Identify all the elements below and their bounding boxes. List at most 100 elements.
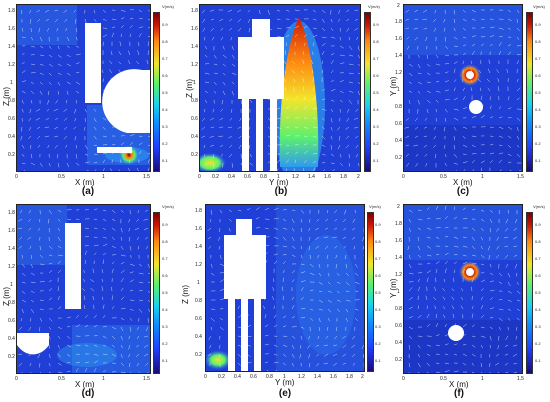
velocity-vector [339,117,341,122]
velocity-vector [504,371,509,373]
velocity-vector [496,245,500,250]
panel-b-xtick: 0.4 [228,174,235,180]
velocity-vector [323,362,329,365]
velocity-vector [282,295,284,301]
velocity-vector [204,45,208,50]
velocity-vector [498,308,504,311]
velocity-vector [426,54,429,59]
velocity-vector [444,323,447,328]
velocity-vector [255,353,261,355]
velocity-vector [303,34,308,38]
panel-c-cbar-tick: 0.2 [535,141,541,146]
velocity-vector [84,361,90,364]
velocity-vector [489,263,492,268]
velocity-vector [302,51,305,56]
velocity-vector [273,324,278,328]
velocity-vector [258,59,262,65]
velocity-vector [75,27,78,33]
velocity-vector [45,117,50,121]
velocity-vector [273,207,279,211]
velocity-vector [339,153,342,158]
velocity-vector [229,144,233,148]
velocity-vector [18,218,23,222]
velocity-vector [284,50,287,56]
velocity-vector [291,296,295,301]
velocity-vector [74,296,77,301]
velocity-vector [35,108,41,112]
velocity-vector [264,334,269,337]
velocity-vector [471,144,476,148]
velocity-vector [17,335,23,339]
velocity-vector [354,272,359,276]
panel-c-field [404,5,522,171]
panel-f-cbar-tick: 0.2 [535,341,541,346]
velocity-vector [453,79,457,83]
velocity-vector [498,42,502,47]
velocity-vector [21,153,25,158]
velocity-vector [417,54,420,58]
velocity-vector [66,236,71,240]
velocity-vector [285,135,291,137]
velocity-vector [309,254,311,259]
velocity-vector [462,87,465,92]
velocity-vector [462,245,468,248]
velocity-vector [363,273,364,274]
velocity-vector [75,45,80,48]
velocity-vector [27,236,32,240]
velocity-vector [453,135,455,141]
panel-e-ytick: 1.8 [195,208,202,214]
velocity-vector [66,344,72,348]
panel-d-ytick: 1.6 [8,228,15,234]
velocity-vector [237,269,241,274]
velocity-vector [453,269,456,274]
velocity-vector [498,144,503,146]
velocity-vector [423,135,428,138]
panel-b: Z (m) Y (m) 0 0.2 0.4 0.6 0.8 1 1.2 1.4 … [183,0,383,200]
velocity-vector [444,260,448,265]
velocity-vector [263,305,266,310]
velocity-vector [453,245,459,248]
velocity-vector [102,34,108,38]
velocity-vector [210,126,215,128]
velocity-vector [453,343,458,346]
velocity-vector [258,9,261,15]
velocity-vector [489,307,495,310]
velocity-vector [84,367,88,373]
velocity-vector [433,18,437,23]
panel-e-cbar-tick: 0.1 [375,358,381,363]
velocity-vector [264,252,268,256]
velocity-vector [276,107,281,110]
velocity-vector [408,344,411,350]
velocity-vector [129,308,134,311]
velocity-vector [28,335,32,339]
velocity-vector [330,79,335,83]
velocity-vector [204,36,206,41]
velocity-vector [213,90,217,94]
panel-c-cbar-tick: 0.4 [535,107,541,112]
velocity-vector [111,326,117,330]
velocity-vector [357,45,360,51]
velocity-vector [147,126,150,130]
velocity-vector [417,99,420,105]
panel-b-xtick: 1 [277,174,280,180]
velocity-vector [471,286,473,292]
obstacle-plate [97,147,132,153]
velocity-vector [417,344,421,349]
velocity-vector [74,287,77,292]
panel-c-plot [403,4,523,172]
velocity-vector [408,90,413,93]
velocity-vector [363,353,364,358]
velocity-vector [425,162,428,167]
panel-d-cbar-tick: 0.7 [162,256,168,261]
panel-d-field [17,205,150,373]
panel-d-ytick: 1.2 [8,264,15,270]
velocity-vector [516,68,518,74]
velocity-vector [147,281,150,283]
velocity-vector [219,227,221,233]
velocity-vector [507,107,512,110]
velocity-vector [93,144,98,147]
velocity-vector [75,236,81,239]
velocity-vector [55,117,59,121]
panel-e-ytick: 1.4 [195,244,202,250]
velocity-vector [19,326,23,331]
